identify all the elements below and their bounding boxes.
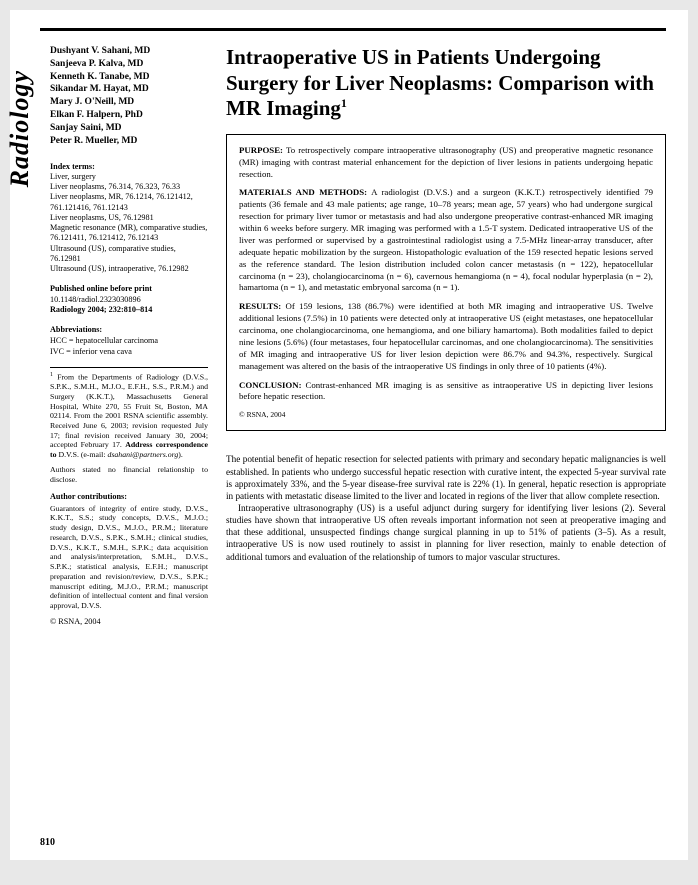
index-term: Liver, surgery — [50, 172, 208, 182]
abstract-box: PURPOSE: To retrospectively compare intr… — [226, 134, 666, 432]
pub-citation: Radiology 2004; 232:810–814 — [50, 305, 208, 315]
left-column: Dushyant V. Sahani, MD Sanjeeva P. Kalva… — [50, 45, 208, 627]
footnote-tail: D.V.S. (e-mail: — [57, 450, 108, 459]
two-column-layout: Dushyant V. Sahani, MD Sanjeeva P. Kalva… — [50, 45, 666, 627]
disclosure: Authors stated no financial relationship… — [50, 465, 208, 484]
conclusion-text: Contrast-enhanced MR imaging is as sensi… — [239, 380, 653, 402]
title-text: Intraoperative US in Patients Undergoing… — [226, 45, 654, 120]
footnote-rule — [50, 367, 208, 368]
abbrev-item: IVC = inferior vena cava — [50, 347, 208, 357]
author: Dushyant V. Sahani, MD — [50, 45, 208, 58]
abstract-conclusion: CONCLUSION: Contrast-enhanced MR imaging… — [239, 380, 653, 404]
abbrev-item: HCC = hepatocellular carcinoma — [50, 336, 208, 346]
index-term: Liver neoplasms, MR, 76.1214, 76.121412,… — [50, 192, 208, 213]
index-term: Ultrasound (US), intraoperative, 76.1298… — [50, 264, 208, 274]
copyright-left: © RSNA, 2004 — [50, 617, 208, 627]
publication-info: Published online before print 10.1148/ra… — [50, 284, 208, 315]
methods-head: MATERIALS AND METHODS: — [239, 187, 367, 197]
purpose-head: PURPOSE: — [239, 145, 283, 155]
page: Radiology Dushyant V. Sahani, MD Sanjeev… — [10, 10, 688, 860]
results-head: RESULTS: — [239, 301, 281, 311]
article-title: Intraoperative US in Patients Undergoing… — [226, 45, 666, 122]
author: Sanjay Saini, MD — [50, 122, 208, 135]
pub-heading: Published online before print — [50, 284, 208, 294]
abstract-methods: MATERIALS AND METHODS: A radiologist (D.… — [239, 187, 653, 294]
page-number: 810 — [40, 837, 55, 848]
results-text: Of 159 lesions, 138 (86.7%) were identif… — [239, 301, 653, 370]
abstract-purpose: PURPOSE: To retrospectively compare intr… — [239, 145, 653, 181]
body-p2: Intraoperative ultrasonography (US) is a… — [226, 502, 666, 563]
footnote: 1 From the Departments of Radiology (D.V… — [50, 372, 208, 460]
footnote-text: From the Departments of Radiology (D.V.S… — [50, 372, 208, 449]
index-term: Magnetic resonance (MR), comparative stu… — [50, 223, 208, 244]
author: Sanjeeva P. Kalva, MD — [50, 58, 208, 71]
index-term: Liver neoplasms, US, 76.12981 — [50, 213, 208, 223]
footnote-email: dsahani@partners.org — [107, 450, 178, 459]
author: Elkan F. Halpern, PhD — [50, 109, 208, 122]
index-terms: Index terms: Liver, surgery Liver neopla… — [50, 162, 208, 275]
conclusion-head: CONCLUSION: — [239, 380, 302, 390]
contrib-text: Guarantors of integrity of entire study,… — [50, 504, 208, 611]
pub-doi: 10.1148/radiol.2323030896 — [50, 295, 208, 305]
body-text: The potential benefit of hepatic resecti… — [226, 453, 666, 562]
index-term: Ultrasound (US), comparative studies, 76… — [50, 244, 208, 265]
author: Peter R. Mueller, MD — [50, 135, 208, 148]
top-rule — [40, 28, 666, 31]
author: Mary J. O'Neill, MD — [50, 96, 208, 109]
abbrev-heading: Abbreviations: — [50, 325, 208, 335]
author-list: Dushyant V. Sahani, MD Sanjeeva P. Kalva… — [50, 45, 208, 148]
contrib-heading: Author contributions: — [50, 492, 208, 502]
body-p1: The potential benefit of hepatic resecti… — [226, 453, 666, 502]
index-term: Liver neoplasms, 76.314, 76.323, 76.33 — [50, 182, 208, 192]
methods-text: A radiologist (D.V.S.) and a surgeon (K.… — [239, 187, 653, 292]
journal-sidebar-label: Radiology — [5, 70, 35, 187]
author: Sikandar M. Hayat, MD — [50, 83, 208, 96]
abstract-copyright: © RSNA, 2004 — [239, 410, 653, 420]
author: Kenneth K. Tanabe, MD — [50, 71, 208, 84]
right-column: Intraoperative US in Patients Undergoing… — [226, 45, 666, 627]
footnote-close: ). — [178, 450, 183, 459]
index-terms-heading: Index terms: — [50, 162, 208, 172]
abstract-results: RESULTS: Of 159 lesions, 138 (86.7%) wer… — [239, 301, 653, 372]
purpose-text: To retrospectively compare intraoperativ… — [239, 145, 653, 179]
abbreviations: Abbreviations: HCC = hepatocellular carc… — [50, 325, 208, 357]
title-sup: 1 — [341, 96, 347, 110]
